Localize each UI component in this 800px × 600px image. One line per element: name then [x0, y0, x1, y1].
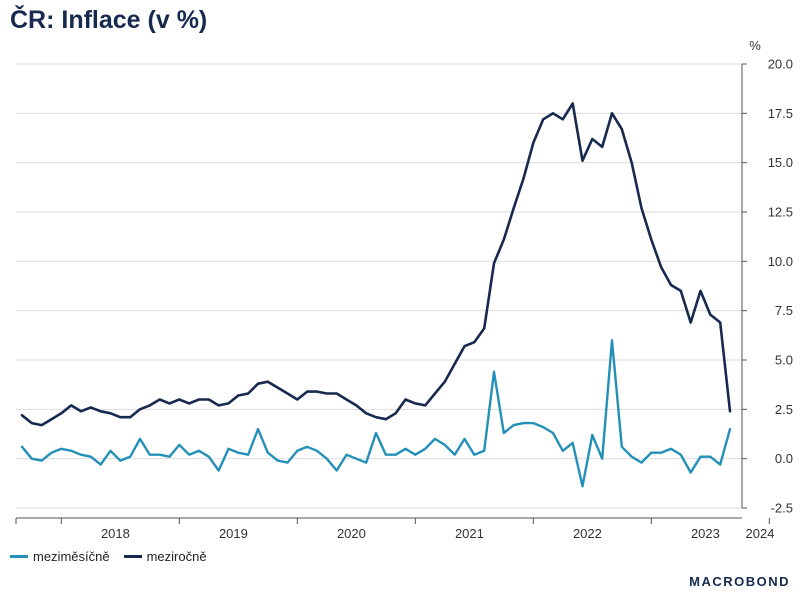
x-tick-label: 2018	[101, 526, 130, 541]
series-line-yoy	[22, 104, 730, 426]
y-tick-label: 10.0	[768, 254, 793, 269]
y-tick-label: 7.5	[775, 303, 793, 318]
legend-swatch-mom	[10, 555, 28, 558]
legend-label-yoy: meziročně	[147, 549, 207, 564]
legend-label-mom: meziměsíčně	[33, 549, 110, 564]
series-lines	[22, 104, 730, 487]
y-tick-label: 0.0	[775, 451, 793, 466]
macrobond-logo: MACROBOND	[689, 574, 790, 589]
y-unit-label: %	[749, 38, 761, 53]
legend-item-yoy[interactable]: meziročně	[124, 549, 207, 564]
x-axis: 2018 2019 2020 2021 2022 2023 2024	[16, 518, 774, 541]
y-tick-label: 20.0	[768, 57, 793, 72]
y-axis: -2.5 0.0 2.5 5.0 7.5 10.0 12.5 15.0 17.5 20.0%	[742, 38, 793, 516]
x-tick-label: 2023	[691, 526, 720, 541]
x-tick-label: 2021	[455, 526, 484, 541]
y-tick-label: 15.0	[768, 155, 793, 170]
legend-item-mom[interactable]: meziměsíčně	[10, 549, 110, 564]
legend-swatch-yoy	[124, 555, 142, 558]
x-tick-label: 2019	[219, 526, 248, 541]
inflation-chart: -2.5 0.0 2.5 5.0 7.5 10.0 12.5 15.0 17.5 20.0% 20…	[0, 0, 800, 600]
y-tick-label: 2.5	[775, 402, 793, 417]
legend: meziměsíčně meziročně	[10, 549, 207, 564]
x-tick-label: 2022	[573, 526, 602, 541]
y-tick-label: 5.0	[775, 353, 793, 368]
x-tick-label: 2024	[746, 526, 775, 541]
series-line-mom	[22, 340, 730, 486]
y-tick-label: -2.5	[771, 501, 793, 516]
y-tick-label: 12.5	[768, 205, 793, 220]
y-tick-label: 17.5	[768, 106, 793, 121]
x-tick-label: 2020	[337, 526, 366, 541]
